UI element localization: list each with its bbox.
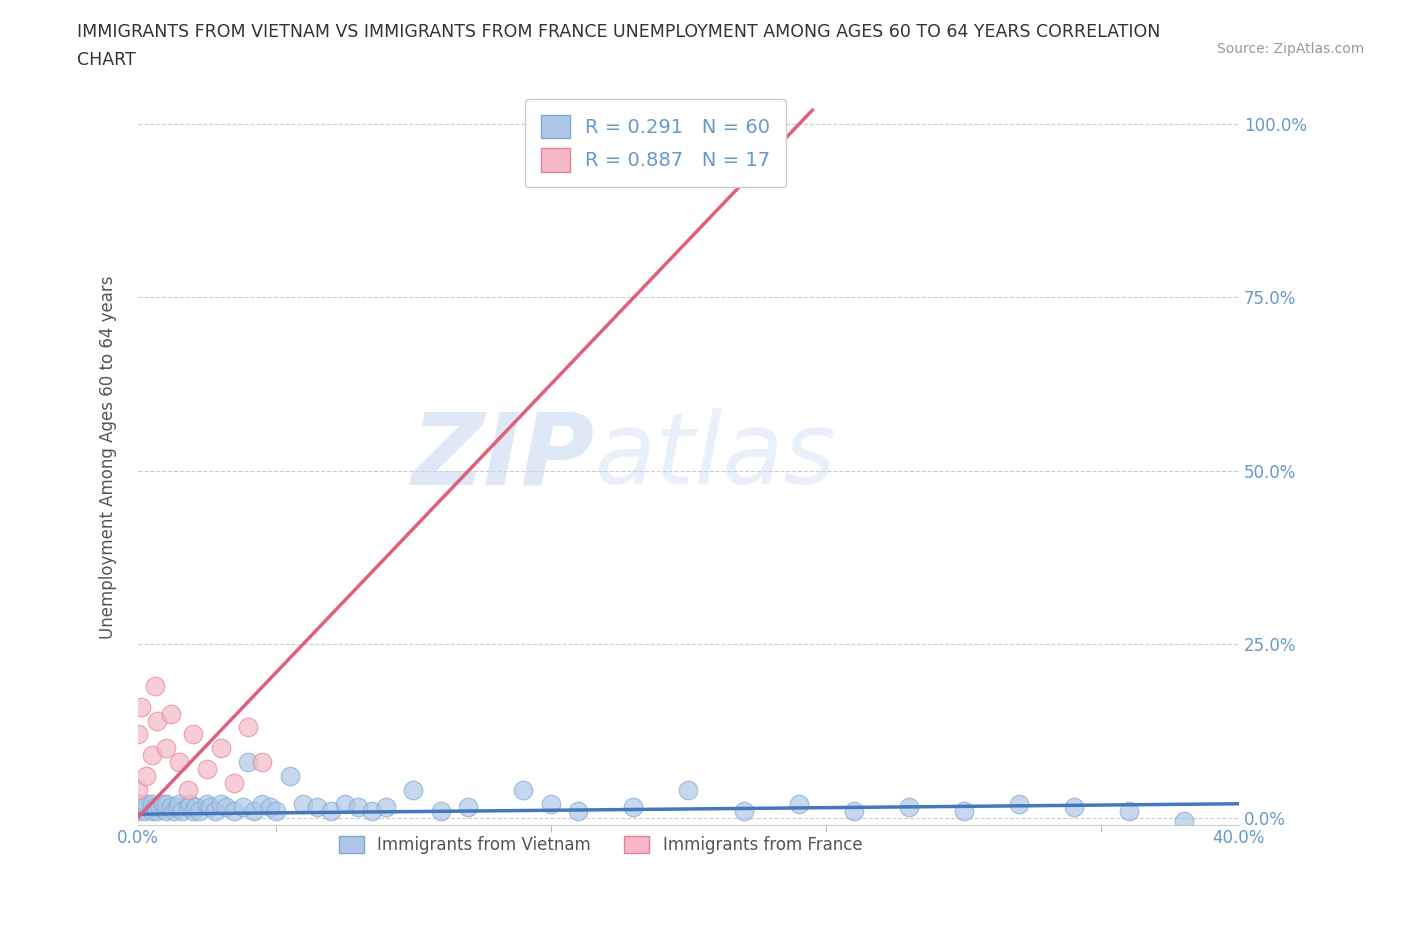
Point — [238, 720, 260, 735]
Point — [204, 804, 226, 818]
Point — [143, 678, 166, 693]
Point — [623, 800, 645, 815]
Point — [129, 699, 152, 714]
Point — [242, 804, 264, 818]
Point — [155, 741, 177, 756]
Point — [181, 727, 204, 742]
Point — [141, 796, 163, 811]
Text: ZIP: ZIP — [412, 408, 595, 506]
Point — [179, 796, 201, 811]
Point — [146, 713, 169, 728]
Point — [512, 782, 534, 797]
Point — [292, 796, 315, 811]
Point — [127, 796, 149, 811]
Point — [402, 782, 425, 797]
Point — [127, 782, 149, 797]
Point — [224, 804, 246, 818]
Point — [155, 796, 177, 811]
Point — [149, 800, 172, 815]
Point — [250, 755, 273, 770]
Text: Source: ZipAtlas.com: Source: ZipAtlas.com — [1216, 42, 1364, 56]
Point — [127, 804, 149, 818]
Text: CHART: CHART — [77, 51, 136, 69]
Point — [540, 796, 562, 811]
Point — [177, 782, 200, 797]
Point — [1173, 814, 1195, 829]
Point — [209, 796, 232, 811]
Point — [177, 800, 200, 815]
Point — [952, 804, 974, 818]
Point — [319, 804, 342, 818]
Point — [195, 762, 218, 777]
Point — [152, 796, 174, 811]
Point — [430, 804, 453, 818]
Point — [155, 804, 177, 818]
Point — [163, 804, 186, 818]
Point — [678, 782, 700, 797]
Point — [160, 800, 183, 815]
Point — [224, 776, 246, 790]
Point — [278, 768, 301, 783]
Point — [132, 804, 155, 818]
Point — [209, 741, 232, 756]
Point — [567, 804, 589, 818]
Text: atlas: atlas — [595, 408, 837, 506]
Point — [1008, 796, 1031, 811]
Point — [169, 796, 191, 811]
Point — [215, 800, 238, 815]
Point — [127, 727, 149, 742]
Point — [347, 800, 370, 815]
Point — [135, 768, 157, 783]
Point — [146, 804, 169, 818]
Point — [141, 748, 163, 763]
Point — [160, 706, 183, 721]
Point — [198, 800, 221, 815]
Point — [1118, 804, 1140, 818]
Text: IMMIGRANTS FROM VIETNAM VS IMMIGRANTS FROM FRANCE UNEMPLOYMENT AMONG AGES 60 TO : IMMIGRANTS FROM VIETNAM VS IMMIGRANTS FR… — [77, 23, 1161, 41]
Point — [264, 804, 287, 818]
Point — [1063, 800, 1085, 815]
Point — [135, 796, 157, 811]
Point — [129, 800, 152, 815]
Point — [897, 800, 920, 815]
Point — [184, 800, 207, 815]
Point — [333, 796, 356, 811]
Legend: Immigrants from Vietnam, Immigrants from France: Immigrants from Vietnam, Immigrants from… — [332, 829, 869, 860]
Point — [181, 804, 204, 818]
Point — [361, 804, 384, 818]
Point — [733, 804, 755, 818]
Point — [166, 800, 188, 815]
Point — [305, 800, 328, 815]
Point — [195, 796, 218, 811]
Point — [238, 755, 260, 770]
Point — [374, 800, 396, 815]
Point — [141, 804, 163, 818]
Point — [259, 800, 281, 815]
Point — [232, 800, 254, 815]
Point — [842, 804, 865, 818]
Point — [172, 804, 194, 818]
Point — [143, 800, 166, 815]
Point — [457, 800, 479, 815]
Y-axis label: Unemployment Among Ages 60 to 64 years: Unemployment Among Ages 60 to 64 years — [100, 275, 117, 639]
Point — [250, 796, 273, 811]
Point — [169, 755, 191, 770]
Point — [787, 796, 810, 811]
Point — [187, 804, 209, 818]
